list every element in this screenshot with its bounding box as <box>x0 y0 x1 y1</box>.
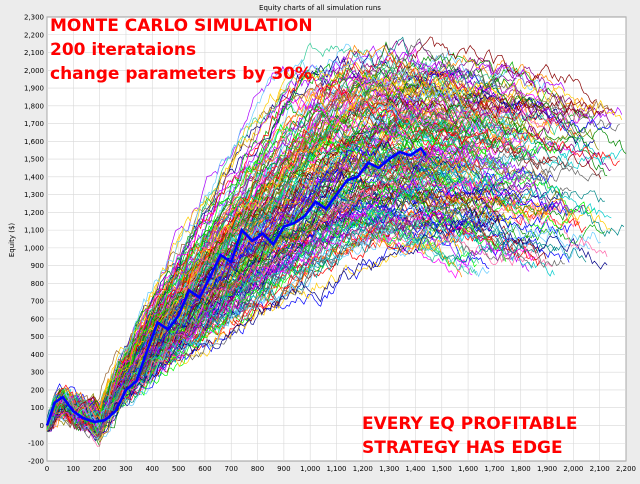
y-axis-ticks: -200 -100 0 100 200 300 400 500 600 700 800 900 1,00… <box>24 14 44 466</box>
simulation-run-line <box>46 85 458 422</box>
x-tick-label: 800 <box>251 465 264 473</box>
y-tick-label: 1,000 <box>24 244 44 252</box>
y-axis-label: Equity ($) <box>8 223 16 258</box>
y-tick-label: 800 <box>31 280 44 288</box>
highlight-run-line <box>45 146 428 426</box>
x-tick-label: 600 <box>198 465 211 473</box>
x-tick-label: 300 <box>119 465 132 473</box>
overlay-bottom-2: STRATEGY HAS EDGE <box>362 438 563 458</box>
y-tick-label: 2,000 <box>24 67 44 75</box>
y-tick-label: 500 <box>31 333 44 341</box>
simulation-run-line <box>46 62 545 432</box>
y-tick-label: 100 <box>31 404 44 412</box>
simulation-run-line <box>46 207 608 432</box>
x-tick-label: 900 <box>277 465 290 473</box>
x-axis-ticks: 0 100 200 300 400 500 600 700 800 900 1,000 1,100 1,… <box>45 465 636 473</box>
y-tick-label: 1,800 <box>24 102 44 110</box>
x-tick-label: 2,200 <box>616 465 636 473</box>
x-tick-label: 500 <box>172 465 185 473</box>
y-tick-label: 400 <box>31 351 44 359</box>
simulation-run-line <box>46 98 469 434</box>
x-tick-label: 1,600 <box>458 465 478 473</box>
y-tick-label: 0 <box>40 422 44 430</box>
simulation-run-line <box>46 44 463 432</box>
x-tick-label: 200 <box>93 465 106 473</box>
x-tick-label: 0 <box>45 465 49 473</box>
y-tick-label: 700 <box>31 298 44 306</box>
y-tick-label: 1,900 <box>24 85 44 93</box>
simulation-run-line <box>46 144 570 425</box>
simulation-run-line <box>46 198 591 440</box>
y-tick-label: 1,500 <box>24 156 44 164</box>
simulation-run-line <box>46 172 608 431</box>
simulation-run-line <box>46 125 454 435</box>
x-tick-label: 700 <box>225 465 238 473</box>
x-tick-label: 1,900 <box>537 465 557 473</box>
simulation-run-line <box>46 69 612 423</box>
y-tick-label: 2,100 <box>24 49 44 57</box>
overlay-line-3: change parameters by 30% <box>50 64 312 84</box>
simulation-run-line <box>46 86 530 432</box>
y-tick-label: 1,600 <box>24 138 44 146</box>
overlay-bottom-1: EVERY EQ PROFITABLE <box>362 414 578 434</box>
y-tick-label: 1,700 <box>24 120 44 128</box>
y-tick-label: 1,100 <box>24 227 44 235</box>
y-tick-label: 1,200 <box>24 209 44 217</box>
simulation-run-line <box>46 123 461 432</box>
simulation-run-line <box>46 82 627 421</box>
overlay-line-1: MONTE CARLO SIMULATION <box>50 16 313 36</box>
y-tick-label: 900 <box>31 262 44 270</box>
simulation-run-line <box>46 103 475 433</box>
y-tick-label: 1,300 <box>24 191 44 199</box>
simulation-run-line <box>46 103 585 436</box>
x-tick-label: 2,100 <box>590 465 610 473</box>
simulation-run-line <box>46 38 528 441</box>
simulation-run-line <box>46 82 467 429</box>
simulation-run-line <box>46 36 597 426</box>
y-tick-label: 2,300 <box>24 14 44 22</box>
simulation-run-line <box>46 209 536 432</box>
x-tick-label: 2,000 <box>563 465 583 473</box>
y-tick-label: 1,400 <box>24 173 44 181</box>
simulation-run-line <box>46 168 498 432</box>
y-tick-label: 2,200 <box>24 31 44 39</box>
simulation-run-line <box>46 97 589 432</box>
x-tick-label: 1,100 <box>326 465 346 473</box>
simulation-run-line <box>46 42 498 427</box>
x-tick-label: 1,000 <box>300 465 320 473</box>
simulation-run-line <box>46 56 471 428</box>
chart-title: Equity charts of all simulation runs <box>259 4 381 12</box>
x-tick-label: 1,300 <box>379 465 399 473</box>
x-tick-label: 100 <box>67 465 80 473</box>
x-tick-label: 400 <box>146 465 159 473</box>
simulation-run-line <box>46 190 566 432</box>
overlay-line-2: 200 iterataions <box>50 40 196 60</box>
x-tick-label: 1,800 <box>511 465 531 473</box>
overlay-text: MONTE CARLO SIMULATION 200 iterataions c… <box>50 16 578 458</box>
y-tick-label: -200 <box>28 458 44 466</box>
y-tick-label: 600 <box>31 315 44 323</box>
simulation-run-line <box>46 164 496 438</box>
x-tick-label: 1,400 <box>405 465 425 473</box>
simulation-runs <box>46 36 627 447</box>
x-tick-label: 1,500 <box>432 465 452 473</box>
simulation-run-line <box>46 132 574 429</box>
y-tick-label: -100 <box>28 440 44 448</box>
simulation-run-line <box>46 62 456 431</box>
x-tick-label: 1,200 <box>353 465 373 473</box>
highlight-series <box>45 146 428 426</box>
y-tick-label: 200 <box>31 386 44 394</box>
y-tick-label: 300 <box>31 369 44 377</box>
x-tick-label: 1,700 <box>484 465 504 473</box>
